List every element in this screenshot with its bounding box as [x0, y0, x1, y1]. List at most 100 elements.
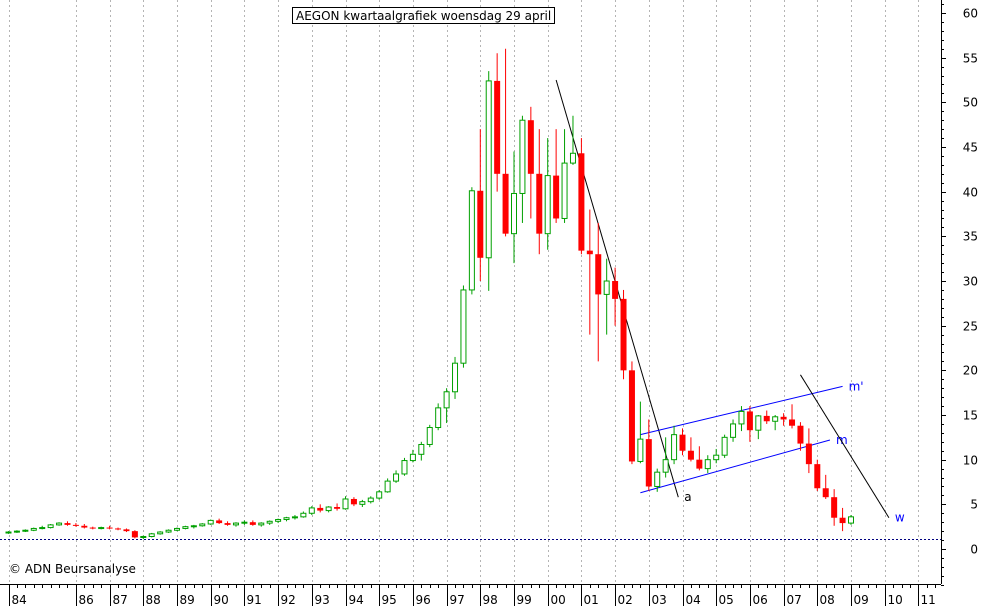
candle-body-up — [721, 436, 728, 456]
candle-body-down — [696, 459, 703, 469]
y-tick-label: 55 — [963, 52, 978, 66]
candle-body-down — [679, 434, 686, 451]
candle-body-up — [671, 434, 678, 461]
candle-body-down — [780, 416, 787, 420]
candle-body-up — [367, 497, 374, 503]
candle-body-down — [831, 497, 838, 518]
candle-body-up — [47, 524, 54, 529]
candle-body-up — [401, 460, 408, 475]
x-tick-label: 00 — [551, 593, 566, 606]
candle-body-down — [822, 488, 829, 498]
candle-body-up — [569, 152, 576, 164]
candle-body-down — [216, 520, 223, 524]
y-tick-label: 0 — [970, 543, 978, 557]
x-tick-label: 93 — [315, 593, 330, 606]
candle-body-up — [140, 535, 147, 538]
x-tick-label: 88 — [146, 593, 161, 606]
candle-body-down — [687, 450, 694, 460]
y-tick-label: 15 — [963, 409, 978, 423]
candles — [5, 48, 854, 540]
y-tick-label: 10 — [963, 454, 978, 468]
candle-body-up — [738, 410, 745, 425]
candle-body-up — [308, 507, 315, 514]
candle-body-up — [561, 162, 568, 219]
candle-body-down — [797, 425, 804, 444]
candle-body-up — [275, 519, 282, 522]
candle-body-up — [165, 529, 172, 533]
candle-body-down — [106, 527, 113, 529]
copyright-label: © ADN Beursanalyse — [9, 562, 136, 576]
candle-body-down — [578, 153, 585, 251]
candle-body-up — [190, 525, 197, 528]
candle-body-down — [249, 522, 256, 525]
candle-body-up — [662, 459, 669, 473]
candle-body-down — [72, 524, 79, 526]
candle-body-up — [654, 471, 661, 487]
candle-body-up — [359, 501, 366, 505]
gridlines — [9, 0, 919, 584]
y-tick-label: 35 — [963, 230, 978, 244]
x-tick-label: 87 — [113, 593, 128, 606]
candle-body-up — [452, 362, 459, 393]
candle-body-up — [426, 427, 433, 445]
candle-body-up — [5, 531, 12, 534]
candle-body-up — [418, 443, 425, 455]
candle-body-up — [603, 280, 610, 295]
candle-body-down — [746, 411, 753, 431]
candle-body-up — [376, 491, 383, 499]
x-tick-label: 91 — [247, 593, 262, 606]
trendline — [800, 374, 890, 518]
candle-body-down — [334, 507, 341, 509]
candle-body-up — [460, 289, 467, 364]
x-tick-label: 95 — [382, 593, 397, 606]
x-tick-label: 98 — [483, 593, 498, 606]
x-tick-label: 06 — [753, 593, 768, 606]
y-tick-label: 20 — [963, 364, 978, 378]
annotation-label: w — [895, 511, 905, 525]
candle-body-up — [174, 527, 180, 531]
candle-body-up — [13, 530, 20, 533]
candle-body-up — [182, 526, 189, 529]
x-tick-label: 94 — [349, 593, 364, 606]
candle-body-down — [527, 120, 534, 174]
x-tick-label: 11 — [921, 593, 936, 606]
candle-body-down — [81, 525, 88, 528]
x-tick-label: 04 — [686, 593, 701, 606]
y-tick-label: 25 — [963, 320, 978, 334]
candle-body-up — [468, 190, 475, 291]
candle-body-up — [232, 522, 239, 526]
y-tick-label: 45 — [963, 141, 978, 155]
candle-body-down — [814, 464, 821, 489]
candle-body-up — [393, 473, 400, 482]
candle-body-up — [266, 520, 273, 524]
candle-body-up — [772, 416, 779, 422]
candle-body-up — [22, 529, 29, 532]
x-tick-label: 03 — [652, 593, 667, 606]
x-tick-label: 89 — [180, 593, 195, 606]
candle-body-up — [713, 454, 720, 461]
channel-line — [640, 439, 831, 494]
x-tick-label: 02 — [618, 593, 633, 606]
x-tick-label: 99 — [517, 593, 532, 606]
candle-body-down — [317, 507, 324, 511]
x-tick-label: 08 — [820, 593, 835, 606]
x-tick-label: 07 — [787, 593, 802, 606]
candle-body-down — [586, 250, 593, 255]
x-tick-label: 86 — [79, 593, 94, 606]
candle-body-down — [502, 173, 509, 234]
candle-body-down — [628, 370, 635, 462]
candle-body-up — [148, 533, 155, 537]
candle-body-up — [325, 506, 332, 512]
candle-body-up — [519, 119, 526, 194]
x-tick-label: 96 — [416, 593, 431, 606]
annotation-label: m — [836, 433, 848, 447]
chart-title: AEGON kwartaalgrafiek woensdag 29 april — [292, 7, 556, 24]
candle-body-up — [435, 407, 442, 429]
candle-body-down — [350, 498, 357, 505]
candle-body-up — [637, 438, 644, 462]
candle-body-down — [595, 254, 602, 295]
candle-body-down — [131, 531, 138, 538]
candle-body-down — [553, 175, 560, 219]
candle-body-up — [300, 512, 307, 518]
